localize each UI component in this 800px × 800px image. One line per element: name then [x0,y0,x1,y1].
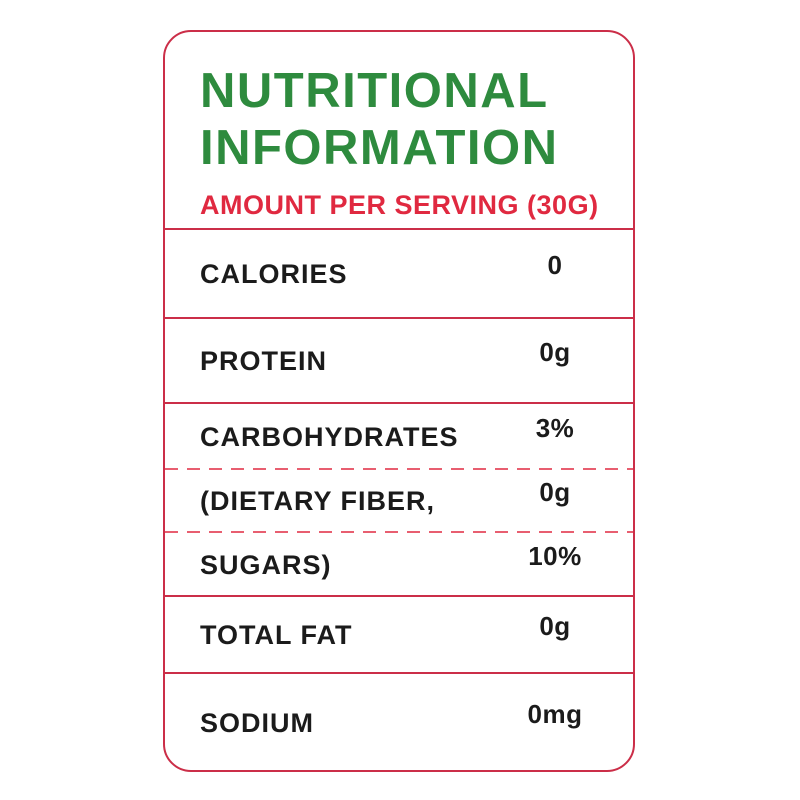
row-label: CARBOHYDRATES [200,421,459,452]
row-label: CALORIES [200,259,348,289]
table-row-dietary-fiber: (DIETARY FIBER, 0g [165,468,633,531]
row-value: 0g [539,611,571,641]
row-label: PROTEIN [200,346,328,376]
row-value: 0g [539,477,571,507]
table-row-total-fat: TOTAL FAT 0g [165,595,633,672]
row-value: 3% [535,412,575,443]
table-row-carbohydrates: CARBOHYDRATES 3% [165,402,633,468]
row-value: 0mg [527,698,583,729]
serving-size-subtitle: AMOUNT PER SERVING (30G) [200,190,599,220]
table-row-sodium: SODIUM 0mg [165,672,633,770]
table-row-sugars: SUGARS) 10% [165,531,633,595]
row-value: 0g [539,337,571,367]
label-title-line2: INFORMATION [200,121,559,175]
row-value: 0 [547,250,563,280]
label-header: NUTRITIONAL INFORMATION AMOUNT PER SERVI… [165,32,633,228]
label-title-line1: NUTRITIONAL [200,64,549,118]
row-label: TOTAL FAT [200,620,353,650]
row-label: SUGARS) [200,549,332,580]
nutrition-label-panel: NUTRITIONAL INFORMATION AMOUNT PER SERVI… [163,30,635,772]
row-label: (DIETARY FIBER, [200,486,436,516]
label-title: NUTRITIONAL INFORMATION [200,63,613,177]
table-row-calories: CALORIES 0 [165,228,633,317]
row-value: 10% [528,540,582,571]
table-row-protein: PROTEIN 0g [165,317,633,402]
row-label: SODIUM [200,707,314,738]
